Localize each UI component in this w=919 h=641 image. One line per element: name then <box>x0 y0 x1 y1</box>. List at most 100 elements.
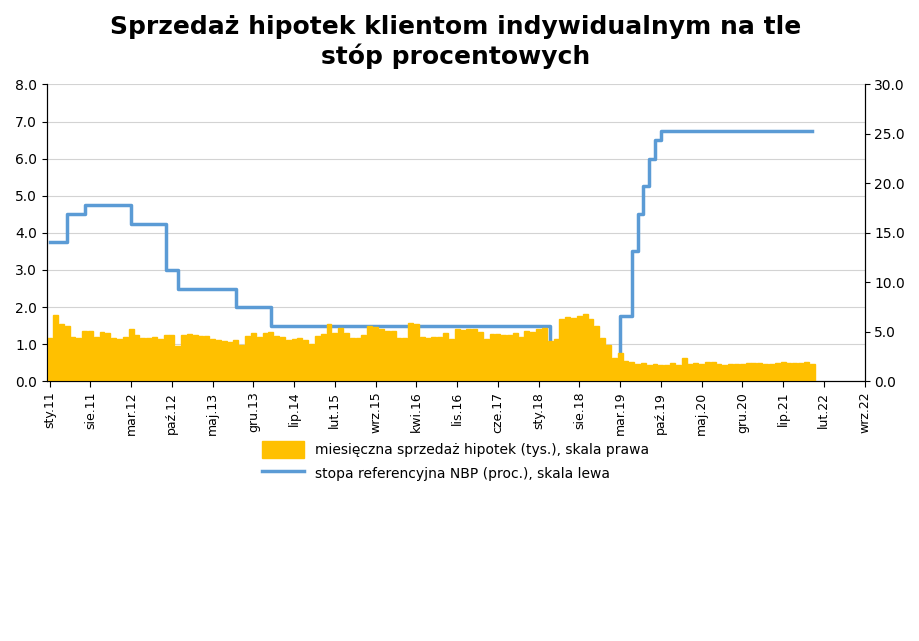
Bar <box>588 319 593 381</box>
Bar <box>82 331 87 381</box>
Bar <box>396 338 401 381</box>
Bar <box>367 326 372 381</box>
Bar <box>791 363 796 381</box>
Bar <box>111 338 116 381</box>
Bar <box>704 363 709 381</box>
Bar <box>425 338 430 381</box>
Bar <box>99 332 105 381</box>
Bar <box>279 337 285 381</box>
Bar <box>408 323 413 381</box>
Bar <box>123 337 128 381</box>
Bar <box>239 345 244 381</box>
Bar <box>129 329 133 381</box>
Bar <box>774 363 778 381</box>
Bar <box>454 329 460 381</box>
Bar <box>419 337 425 381</box>
Bar <box>106 333 110 381</box>
Bar <box>768 365 773 381</box>
Bar <box>442 333 448 381</box>
Bar <box>751 363 755 381</box>
Bar <box>686 365 692 381</box>
Bar <box>646 365 651 381</box>
Bar <box>529 332 535 381</box>
Bar <box>809 365 813 381</box>
Bar <box>210 338 215 381</box>
Bar <box>553 338 558 381</box>
Bar <box>175 345 180 381</box>
Bar <box>169 335 175 381</box>
Bar <box>134 335 140 381</box>
Bar <box>710 363 715 381</box>
Bar <box>629 363 633 381</box>
Bar <box>652 365 657 381</box>
Legend: miesięczna sprzedaż hipotek (tys.), skala prawa, stopa referencyjna NBP (proc.),: miesięczna sprzedaż hipotek (tys.), skal… <box>256 435 654 487</box>
Bar <box>94 337 98 381</box>
Bar <box>262 333 267 381</box>
Bar <box>739 365 744 381</box>
Bar <box>611 358 616 381</box>
Bar <box>803 363 808 381</box>
Bar <box>489 334 494 381</box>
Bar <box>448 338 453 381</box>
Bar <box>744 363 750 381</box>
Bar <box>146 338 151 381</box>
Bar <box>402 338 407 381</box>
Bar <box>634 365 640 381</box>
Bar <box>756 363 762 381</box>
Bar <box>221 341 226 381</box>
Bar <box>268 332 273 381</box>
Bar <box>582 314 587 381</box>
Bar <box>786 363 790 381</box>
Bar <box>501 335 505 381</box>
Bar <box>594 326 598 381</box>
Bar <box>152 337 157 381</box>
Bar <box>59 324 63 381</box>
Bar <box>564 317 570 381</box>
Bar <box>384 331 390 381</box>
Bar <box>338 328 343 381</box>
Bar <box>76 338 81 381</box>
Bar <box>286 340 290 381</box>
Bar <box>541 328 546 381</box>
Bar <box>344 333 348 381</box>
Bar <box>641 363 645 381</box>
Bar <box>779 363 785 381</box>
Bar <box>437 337 442 381</box>
Bar <box>349 338 355 381</box>
Bar <box>117 338 122 381</box>
Bar <box>675 365 680 381</box>
Bar <box>669 363 675 381</box>
Title: Sprzedaż hipotek klientom indywidualnym na tle
stóp procentowych: Sprzedaż hipotek klientom indywidualnym … <box>110 15 800 69</box>
Bar <box>681 358 686 381</box>
Bar <box>64 326 70 381</box>
Bar <box>698 365 703 381</box>
Bar <box>483 338 488 381</box>
Bar <box>309 344 313 381</box>
Bar <box>291 338 296 381</box>
Bar <box>547 341 552 381</box>
Bar <box>192 335 198 381</box>
Bar <box>199 336 203 381</box>
Bar <box>623 362 628 381</box>
Bar <box>251 333 255 381</box>
Bar <box>303 340 308 381</box>
Bar <box>379 329 383 381</box>
Bar <box>326 324 331 381</box>
Bar <box>204 336 209 381</box>
Bar <box>506 335 511 381</box>
Bar <box>727 365 732 381</box>
Bar <box>321 334 325 381</box>
Bar <box>658 365 663 381</box>
Bar <box>664 365 668 381</box>
Bar <box>471 329 476 381</box>
Bar <box>157 338 163 381</box>
Bar <box>414 324 418 381</box>
Bar <box>391 331 395 381</box>
Bar <box>466 329 471 381</box>
Bar <box>536 329 540 381</box>
Bar <box>356 338 360 381</box>
Bar <box>216 340 221 381</box>
Bar <box>431 337 436 381</box>
Bar <box>53 315 58 381</box>
Bar <box>693 363 698 381</box>
